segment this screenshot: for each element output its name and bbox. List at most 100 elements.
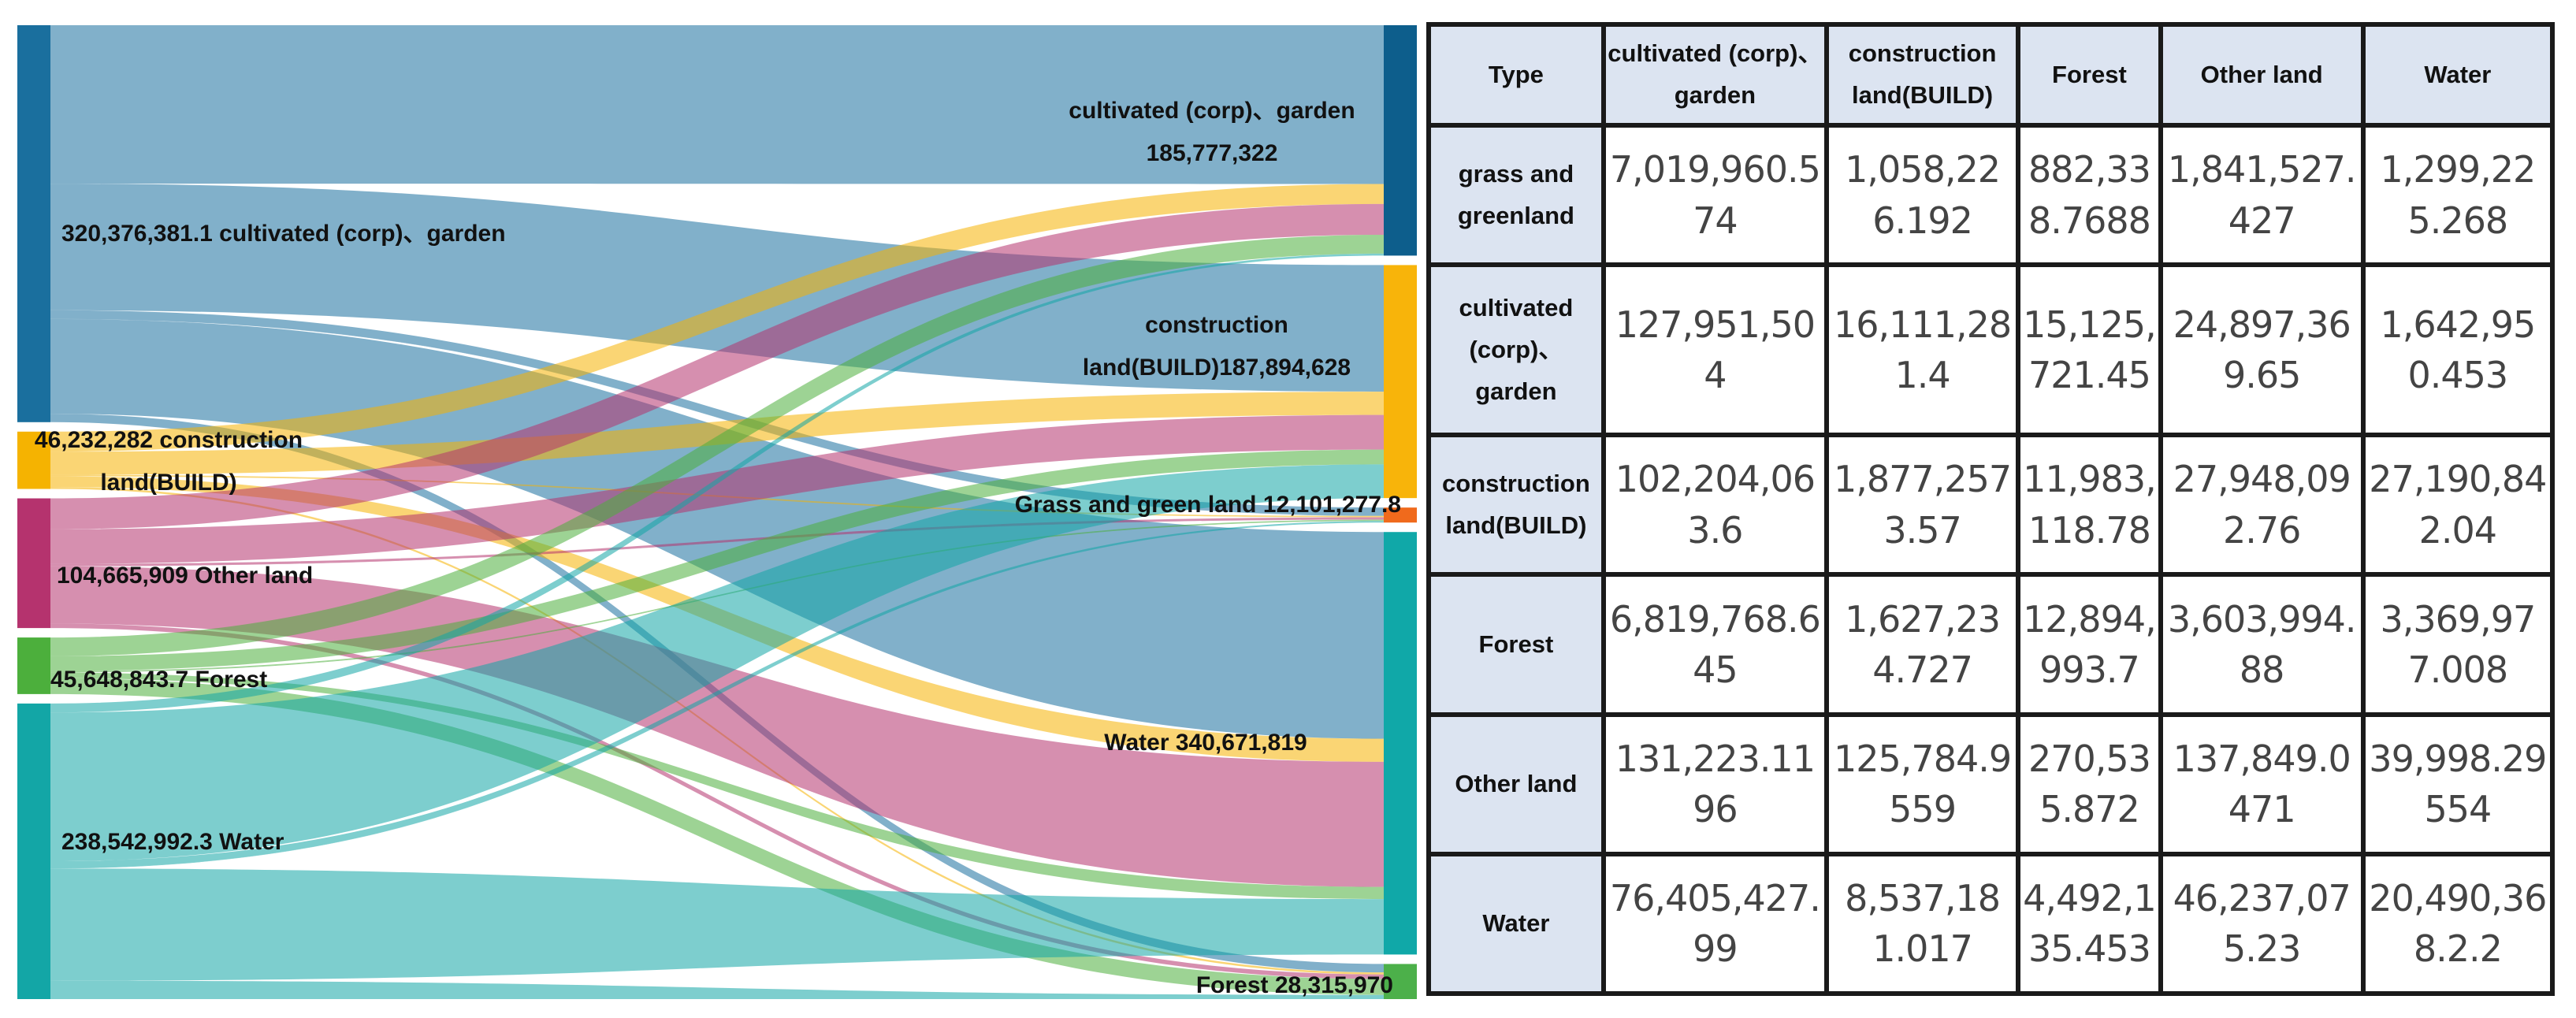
flow-band xyxy=(50,522,1384,869)
table-row: Forest 6,819,768.645 1,627,234.727 12,89… xyxy=(1431,577,2550,712)
table-cell: 131,223.1196 xyxy=(1605,716,1824,852)
flow-band xyxy=(50,519,1384,567)
table-cell: 102,204,063.6 xyxy=(1605,437,1824,573)
source-node xyxy=(17,25,50,422)
table-cell: 127,951,504 xyxy=(1605,267,1824,433)
node-label-line: 46,232,282 construction xyxy=(35,427,303,453)
table-cell: 1,877,2573.57 xyxy=(1828,437,2017,573)
node-label: 238,542,992.3 Water xyxy=(61,829,284,855)
table-header-row: Type cultivated (corp)、garden constructi… xyxy=(1431,27,2550,123)
row-header: Water xyxy=(1431,856,1601,991)
table-cell: 882,338.7688 xyxy=(2020,128,2158,263)
target-node xyxy=(1384,507,1417,523)
table-cell: 3,369,977.008 xyxy=(2365,577,2550,712)
column-header: construction land(BUILD) xyxy=(1828,27,2017,123)
table-cell: 1,299,225.268 xyxy=(2365,128,2550,263)
flow-bands xyxy=(50,25,1384,999)
node-label: Forest 28,315,970 xyxy=(1196,972,1393,998)
column-header: Other land xyxy=(2162,27,2361,123)
source-node xyxy=(17,498,50,629)
table-cell: 16,111,281.4 xyxy=(1828,267,2017,433)
node-label-line: land(BUILD) xyxy=(100,470,236,496)
column-header: cultivated (corp)、garden xyxy=(1605,27,1824,123)
table-cell: 1,627,234.727 xyxy=(1828,577,2017,712)
node-label-line: construction xyxy=(1145,312,1288,338)
row-header: cultivated (corp)、garden xyxy=(1431,267,1601,433)
table-cell: 24,897,369.65 xyxy=(2162,267,2361,433)
table-cell: 27,948,092.76 xyxy=(2162,437,2361,573)
column-header: Type xyxy=(1431,27,1601,123)
nodes xyxy=(17,25,1417,999)
table-row: grass and greenland 7,019,960.574 1,058,… xyxy=(1431,128,2550,263)
table-cell: 4,492,135.453 xyxy=(2020,856,2158,991)
flow-band xyxy=(50,203,1384,529)
table-cell: 1,841,527.427 xyxy=(2162,128,2361,263)
table-cell: 8,537,181.017 xyxy=(1828,856,2017,991)
target-node xyxy=(1384,532,1417,955)
table-cell: 270,535.872 xyxy=(2020,716,2158,852)
transfer-matrix-table-container: Type cultivated (corp)、garden constructi… xyxy=(1426,22,2555,996)
node-labels: 320,376,381.1 cultivated (corp)、garden 46… xyxy=(35,98,1401,998)
flow-band xyxy=(50,464,1384,862)
table-cell: 76,405,427.99 xyxy=(1605,856,1824,991)
flow-band xyxy=(50,392,1384,475)
flow-band xyxy=(50,253,1384,713)
flow-band xyxy=(50,318,1384,516)
flow-band xyxy=(50,980,1384,999)
table-cell: 39,998.29554 xyxy=(2365,716,2550,852)
table-cell: 46,237,075.23 xyxy=(2162,856,2361,991)
flow-band xyxy=(50,868,1384,981)
flow-band xyxy=(50,184,1384,452)
table-cell: 15,125,721.45 xyxy=(2020,267,2158,433)
table-cell: 6,819,768.645 xyxy=(1605,577,1824,712)
flow-band xyxy=(50,414,1384,564)
node-label-line: 185,777,322 xyxy=(1147,140,1278,166)
node-label: 46,232,282 construction land(BUILD) xyxy=(35,427,303,496)
column-header: Water xyxy=(2365,27,2550,123)
node-label: Grass and green land 12,101,277.8 xyxy=(1015,492,1401,518)
node-label-line: cultivated (corp)、garden xyxy=(1069,98,1355,124)
node-label-line: land(BUILD)187,894,628 xyxy=(1083,355,1351,381)
node-label: construction land(BUILD)187,894,628 xyxy=(1083,312,1351,381)
table-cell: 1,058,226.192 xyxy=(1828,128,2017,263)
source-node xyxy=(17,703,50,999)
flow-band xyxy=(50,517,1384,567)
node-label: cultivated (corp)、garden 185,777,322 xyxy=(1069,98,1355,166)
target-node xyxy=(1384,964,1417,999)
table-row: Water 76,405,427.99 8,537,181.017 4,492,… xyxy=(1431,856,2550,991)
flow-band xyxy=(50,449,1384,671)
node-label: 45,648,843.7 Forest xyxy=(50,667,267,693)
flow-band xyxy=(50,521,1384,869)
table-row: construction land(BUILD) 102,204,063.6 1… xyxy=(1431,437,2550,573)
flow-band xyxy=(50,672,1384,900)
flow-band xyxy=(50,678,1384,995)
flow-band xyxy=(50,235,1384,656)
table-cell: 3,603,994.88 xyxy=(2162,577,2361,712)
flow-band xyxy=(50,310,1384,516)
table-cell: 12,894,993.7 xyxy=(2020,577,2158,712)
column-header: Forest xyxy=(2020,27,2158,123)
table-cell: 1,642,950.453 xyxy=(2365,267,2550,433)
table-cell: 137,849.0471 xyxy=(2162,716,2361,852)
table-row: Other land 131,223.1196 125,784.9559 270… xyxy=(1431,716,2550,852)
node-label: 104,665,909 Other land xyxy=(57,563,313,589)
node-label: 320,376,381.1 cultivated (corp)、garden xyxy=(61,221,506,247)
flow-band xyxy=(50,25,1384,184)
source-node xyxy=(17,637,50,694)
row-header: Forest xyxy=(1431,577,1601,712)
flow-band xyxy=(50,184,1384,392)
source-node xyxy=(17,431,50,489)
target-node xyxy=(1384,265,1417,499)
row-header: grass and greenland xyxy=(1431,128,1601,263)
row-header: Other land xyxy=(1431,716,1601,852)
node-label: Water 340,671,819 xyxy=(1104,730,1307,756)
table-row: cultivated (corp)、garden 127,951,504 16,… xyxy=(1431,267,2550,433)
table-cell: 11,983,118.78 xyxy=(2020,437,2158,573)
table-cell: 27,190,842.04 xyxy=(2365,437,2550,573)
sankey-diagram: 320,376,381.1 cultivated (corp)、garden 46… xyxy=(17,25,1417,999)
flow-band xyxy=(50,623,1384,979)
table-cell: 20,490,368.2.2 xyxy=(2365,856,2550,991)
transfer-matrix-table: Type cultivated (corp)、garden constructi… xyxy=(1426,22,2555,996)
row-header: construction land(BUILD) xyxy=(1431,437,1601,573)
table-cell: 125,784.9559 xyxy=(1828,716,2017,852)
